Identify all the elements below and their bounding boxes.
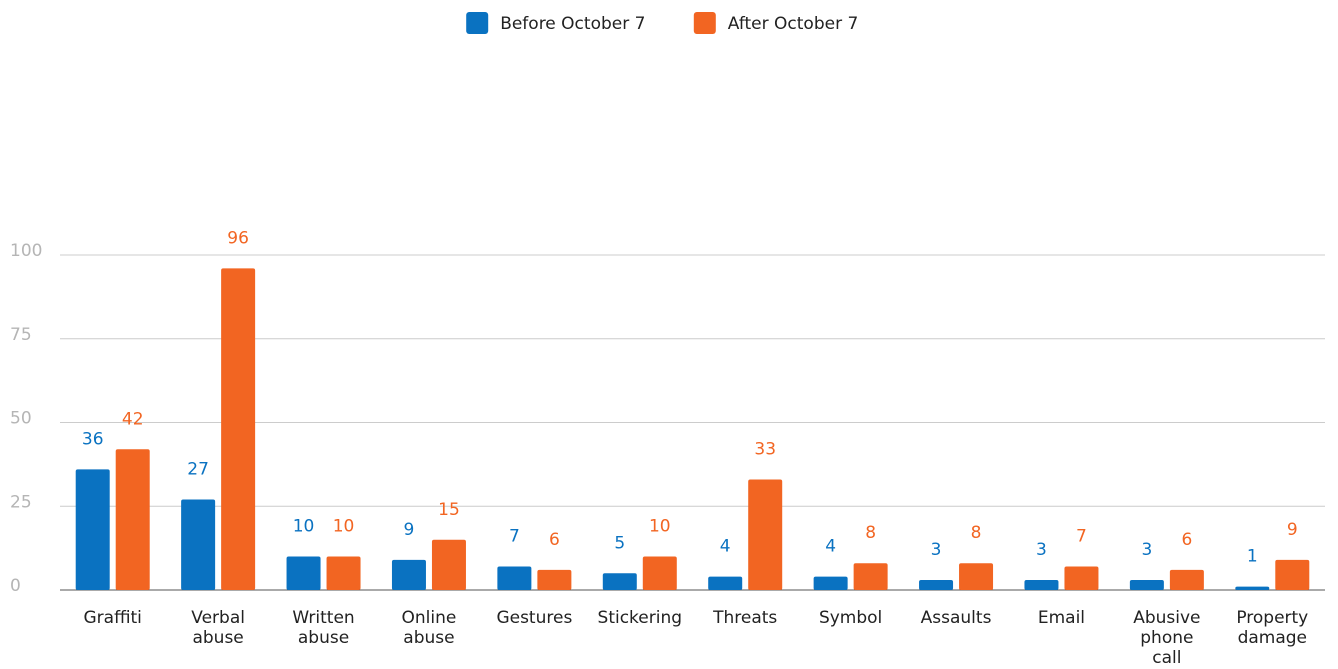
data-label: 7 [509,527,520,547]
data-label: 10 [649,517,671,537]
bar [853,563,888,590]
x-tick-label: Abusive phone call [1133,608,1200,668]
bar [1064,566,1099,590]
x-tick-label-line: call [1152,648,1181,668]
x-tick-label: Gestures [496,608,572,628]
data-label: 3 [1036,540,1047,560]
data-label: 3 [931,540,942,560]
bar [1235,586,1270,590]
data-label: 10 [333,517,355,537]
data-label: 36 [82,429,104,449]
data-label: 9 [404,520,415,540]
bar [181,499,216,590]
y-tick-label: 25 [10,492,32,512]
data-label: 96 [227,228,249,248]
bar [286,556,321,590]
y-tick-label: 100 [10,241,42,261]
x-tick-label: Graffiti [84,608,142,628]
x-tick-label-line: phone [1140,628,1193,648]
bar [919,579,954,590]
x-tick-label-line: Verbal [191,608,245,628]
x-tick-label-line: abuse [192,628,243,648]
bar [75,469,110,590]
x-tick-label: Written abuse [292,608,354,648]
x-tick-label-line: abuse [298,628,349,648]
bar [326,556,361,590]
data-label: 7 [1076,527,1087,547]
data-label: 10 [293,517,315,537]
data-label: 42 [122,409,144,429]
bar [1024,579,1059,590]
legend-label: After October 7 [728,14,858,34]
data-label: 9 [1287,520,1298,540]
x-tick-label-line: damage [1238,628,1307,648]
bar [431,539,466,590]
data-label: 3 [1141,540,1152,560]
x-tick-label: Threats [712,608,777,628]
data-label: 15 [438,500,460,520]
bar [1275,559,1310,590]
data-label: 5 [614,533,625,553]
data-label: 27 [187,460,209,480]
bar [708,576,743,590]
bar [642,556,677,590]
x-tick-label-line: Property [1236,608,1308,628]
bar [813,576,848,590]
legend-swatch [466,12,489,34]
bar [1129,579,1164,590]
bar [115,449,150,590]
bar [537,569,572,590]
data-label: 8 [865,523,876,543]
x-tick-label: Assaults [921,608,992,628]
data-label: 6 [549,530,560,550]
bar [497,566,532,590]
bar [391,559,426,590]
x-tick-label: Online abuse [402,608,457,648]
x-tick-label-line: Online [402,608,457,628]
bar [221,268,256,590]
x-tick-label-line: Written [292,608,354,628]
x-tick-label: Symbol [819,608,882,628]
y-tick-label: 0 [10,576,21,596]
bar [748,479,783,590]
data-label: 4 [825,537,836,557]
x-tick-label: Stickering [598,608,683,628]
data-label: 33 [754,439,776,459]
x-tick-label: Verbal abuse [191,608,245,648]
x-tick-label: Property damage [1236,608,1308,648]
legend-swatch [693,12,716,34]
y-tick-label: 50 [10,409,32,429]
data-label: 4 [720,537,731,557]
x-tick-label-line: abuse [403,628,454,648]
data-label: 8 [971,523,982,543]
data-label: 1 [1247,547,1258,567]
bar [1169,569,1204,590]
y-tick-label: 75 [10,325,32,345]
data-label: 6 [1181,530,1192,550]
bar [602,573,637,590]
x-tick-label: Email [1038,608,1085,628]
x-tick-label-line: Abusive [1133,608,1200,628]
bar [959,563,994,590]
legend-label: Before October 7 [500,14,645,34]
